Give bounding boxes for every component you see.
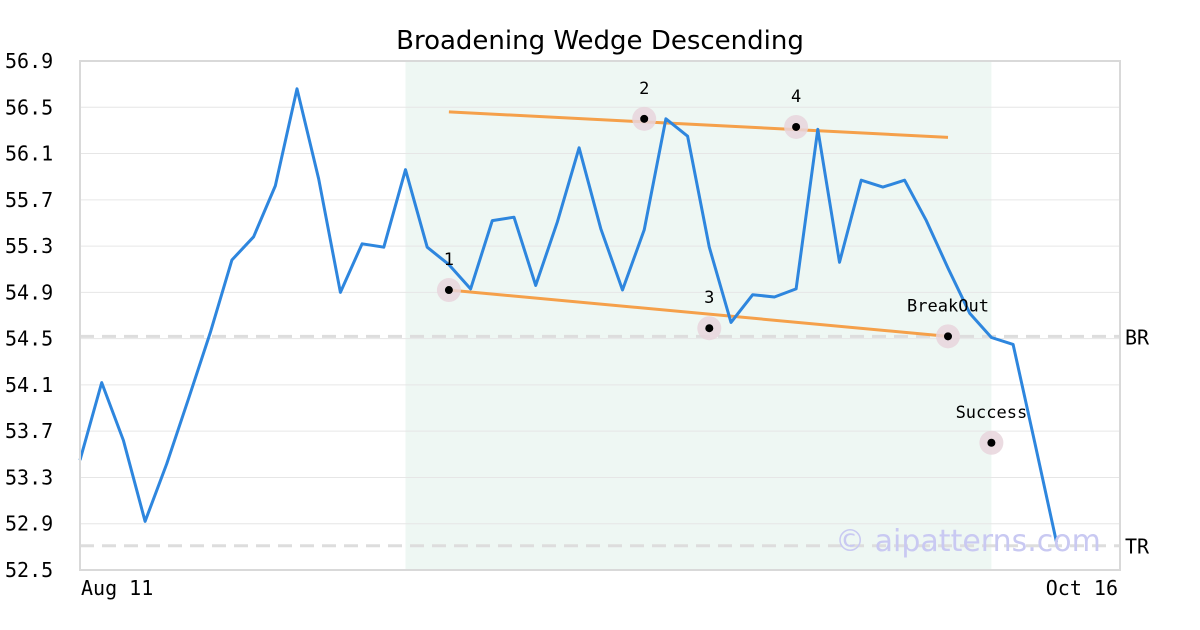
marker-point	[944, 332, 952, 341]
marker-point	[987, 438, 996, 447]
marker-label: BreakOut	[907, 296, 989, 316]
watermark: © aipatterns.com	[835, 524, 1101, 559]
trendlines-layer	[448, 110, 949, 338]
trendline	[448, 110, 949, 139]
y-tick-label: 55.7	[5, 188, 53, 212]
y-tick-label: 53.3	[5, 465, 53, 489]
price-line	[78, 87, 1058, 543]
marker-point	[705, 324, 714, 333]
y-tick-label: 56.9	[5, 49, 53, 73]
y-tick-label: 54.9	[5, 280, 53, 304]
marker-label: 1	[444, 250, 454, 270]
marker-label: Success	[956, 403, 1028, 423]
markers-layer: 1 2 3 4 BreakOut Success	[436, 79, 1028, 455]
reference-label: TR	[1125, 535, 1150, 559]
marker-label: 2	[639, 79, 649, 99]
marker-label: 4	[791, 87, 801, 107]
marker-point	[792, 122, 801, 131]
y-tick-label: 55.3	[5, 234, 53, 258]
plot-frame	[79, 60, 1121, 571]
y-axis-ticks: 56.9 56.5 56.1 55.7 55.3 54.9 54.5 54.1 53.7 53.3…	[5, 49, 53, 582]
x-axis-ticks: Aug 11 Oct 16	[81, 576, 1118, 600]
y-tick-label: 54.1	[5, 373, 53, 397]
chart-title: Broadening Wedge Descending	[396, 26, 804, 56]
reference-label: BR	[1125, 325, 1150, 349]
marker-point	[444, 286, 453, 295]
y-tick-label: 56.5	[5, 95, 53, 119]
marker-point	[640, 114, 649, 123]
y-tick-label: 54.5	[5, 327, 53, 351]
y-tick-label: 53.7	[5, 419, 53, 443]
x-tick-label: Aug 11	[81, 576, 153, 600]
trendline	[448, 288, 949, 338]
pattern-region-layer	[405, 61, 992, 570]
series-layer	[78, 87, 1058, 543]
x-tick-label: Oct 16	[1046, 576, 1118, 600]
y-tick-label: 52.9	[5, 512, 53, 536]
y-tick-label: 52.5	[5, 558, 53, 582]
y-tick-label: 56.1	[5, 142, 53, 166]
marker-label: 3	[704, 288, 714, 308]
reference-labels: BR TR	[1125, 325, 1150, 558]
pattern-region	[405, 61, 992, 570]
